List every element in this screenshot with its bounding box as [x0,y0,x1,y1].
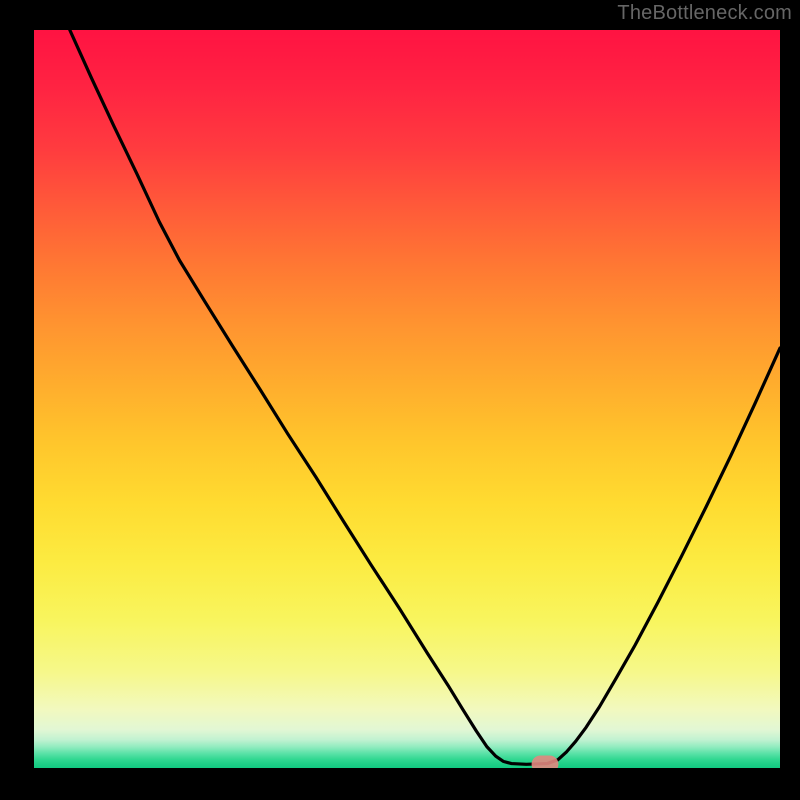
optimal-marker [532,755,559,768]
chart-canvas: TheBottleneck.com [0,0,800,800]
watermark-text: TheBottleneck.com [617,2,792,25]
plot-area [34,30,780,768]
plot-svg [34,30,780,768]
gradient-background [34,30,780,768]
